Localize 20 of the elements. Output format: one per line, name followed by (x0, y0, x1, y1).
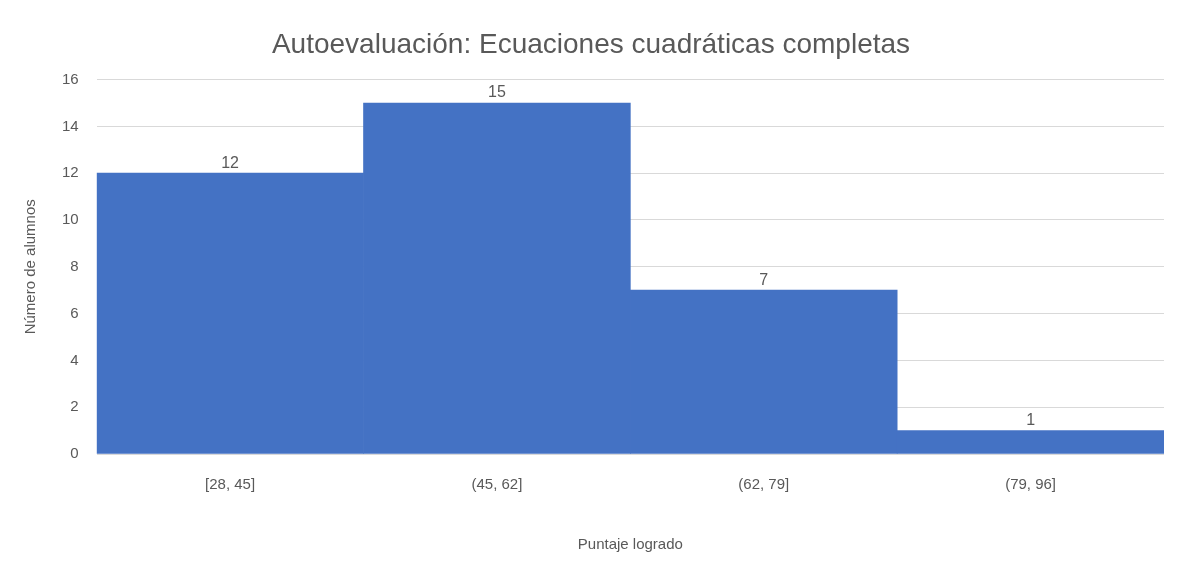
y-axis-title: Número de alumnos (21, 199, 39, 335)
y-tick-label: 10 (62, 210, 79, 228)
data-label: 15 (488, 83, 506, 101)
y-tick-label: 16 (62, 69, 79, 87)
x-axis-title: Puntaje logrado (577, 535, 683, 553)
data-label: 1 (1026, 411, 1036, 429)
data-label: 12 (221, 153, 240, 171)
data-label: 7 (759, 270, 769, 288)
y-tick-label: 6 (70, 303, 79, 321)
chart-title: Autoevaluación: Ecuaciones cuadráticas completas (271, 27, 911, 59)
x-tick-label: (79, 96] (1005, 475, 1057, 493)
y-tick-label: 2 (70, 397, 79, 415)
x-tick-label: (45, 62] (471, 475, 523, 493)
x-tick-label: (62, 79] (738, 475, 790, 493)
x-tick-label: [28, 45] (205, 475, 256, 493)
y-tick-label: 12 (62, 163, 79, 181)
y-tick-label: 0 (70, 444, 79, 462)
y-tick-label: 8 (70, 256, 79, 274)
y-tick-label: 4 (70, 350, 79, 368)
y-tick-label: 14 (62, 116, 79, 134)
